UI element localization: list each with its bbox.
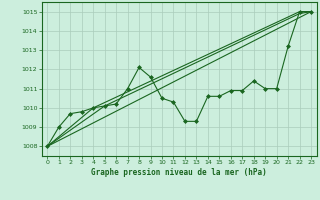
X-axis label: Graphe pression niveau de la mer (hPa): Graphe pression niveau de la mer (hPa): [91, 168, 267, 177]
